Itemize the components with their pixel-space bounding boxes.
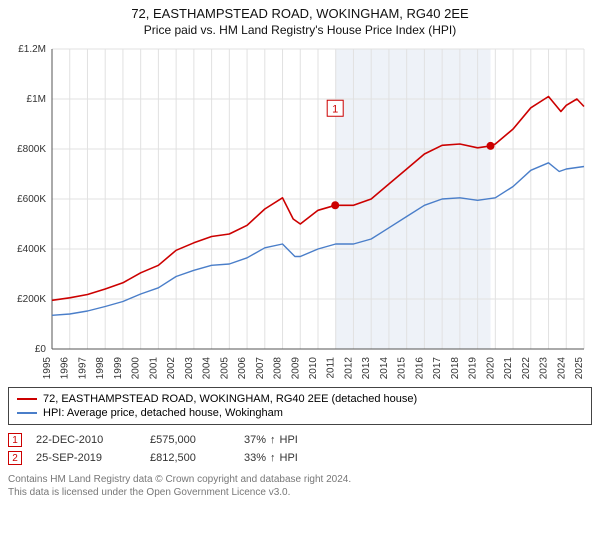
- y-tick-label: £1M: [27, 94, 46, 105]
- x-tick-label: 2016: [414, 357, 425, 380]
- sale-price: £812,500: [150, 452, 230, 464]
- x-tick-label: 2021: [503, 357, 514, 380]
- x-tick-label: 1998: [95, 357, 106, 380]
- x-tick-label: 2008: [273, 357, 284, 380]
- legend-label: 72, EASTHAMPSTEAD ROAD, WOKINGHAM, RG40 …: [43, 393, 417, 405]
- footer-line-2: This data is licensed under the Open Gov…: [8, 486, 592, 499]
- x-tick-label: 2022: [521, 357, 532, 380]
- x-tick-label: 2011: [326, 357, 337, 379]
- x-tick-label: 2015: [397, 357, 408, 380]
- sales-list: 1 22-DEC-2010 £575,000 37% ↑ HPI 2 25-SEP-2019 £…: [8, 431, 592, 467]
- x-tick-label: 2005: [219, 357, 230, 380]
- x-tick-label: 2010: [308, 357, 319, 380]
- arrow-up-icon: ↑: [270, 434, 276, 446]
- chart-svg: £0 £200K £400K £600K £800K £1M £1.2M 1995 1996 19…: [8, 41, 592, 381]
- sale-row: 2 25-SEP-2019 £812,500 33% ↑ HPI: [8, 449, 592, 467]
- sale-dot: [331, 201, 339, 209]
- x-tick-label: 2001: [148, 357, 159, 380]
- x-tick-label: 2014: [379, 357, 390, 380]
- sale-row: 1 22-DEC-2010 £575,000 37% ↑ HPI: [8, 431, 592, 449]
- sale-dot: [487, 142, 495, 150]
- x-tick-label: 1995: [42, 357, 53, 380]
- page-title: 72, EASTHAMPSTEAD ROAD, WOKINGHAM, RG40 …: [8, 6, 592, 21]
- svg-text:1: 1: [332, 103, 338, 115]
- page-subtitle: Price paid vs. HM Land Registry's House …: [8, 23, 592, 37]
- sale-callout: 1: [327, 100, 343, 116]
- x-tick-label: 2012: [343, 357, 354, 380]
- legend-label: HPI: Average price, detached house, Woki…: [43, 407, 283, 419]
- x-tick-label: 2003: [184, 357, 195, 380]
- legend-swatch: [17, 412, 37, 414]
- x-tick-label: 2019: [468, 357, 479, 380]
- x-tick-label: 2004: [202, 357, 213, 380]
- x-tick-label: 2000: [131, 357, 142, 380]
- legend: 72, EASTHAMPSTEAD ROAD, WOKINGHAM, RG40 …: [8, 387, 592, 425]
- sale-marker: 2: [8, 451, 22, 465]
- x-tick-label: 2018: [450, 357, 461, 380]
- sale-date: 25-SEP-2019: [36, 452, 136, 464]
- sale-hpi: 37% ↑ HPI: [244, 434, 298, 446]
- x-tick-label: 2017: [432, 357, 443, 380]
- arrow-up-icon: ↑: [270, 452, 276, 464]
- legend-swatch: [17, 398, 37, 400]
- y-tick-label: £400K: [17, 244, 46, 255]
- x-tick-label: 2002: [166, 357, 177, 380]
- price-chart: £0 £200K £400K £600K £800K £1M £1.2M 1995 1996 19…: [8, 41, 592, 381]
- sale-hpi-suffix: HPI: [280, 452, 298, 464]
- y-tick-label: £600K: [17, 194, 46, 205]
- sale-pct: 37%: [244, 434, 266, 446]
- x-tick-label: 2007: [255, 357, 266, 380]
- x-tick-label: 2020: [485, 357, 496, 380]
- x-tick-label: 2023: [539, 357, 550, 380]
- x-tick-label: 2013: [361, 357, 372, 380]
- sale-hpi: 33% ↑ HPI: [244, 452, 298, 464]
- legend-row: 72, EASTHAMPSTEAD ROAD, WOKINGHAM, RG40 …: [17, 392, 583, 406]
- y-tick-label: £1.2M: [18, 44, 46, 55]
- footer-line-1: Contains HM Land Registry data © Crown c…: [8, 473, 592, 486]
- x-tick-label: 2024: [556, 357, 567, 380]
- x-tick-label: 2006: [237, 357, 248, 380]
- sale-hpi-suffix: HPI: [280, 434, 298, 446]
- legend-row: HPI: Average price, detached house, Woki…: [17, 406, 583, 420]
- sale-date: 22-DEC-2010: [36, 434, 136, 446]
- y-tick-label: £200K: [17, 294, 46, 305]
- sale-pct: 33%: [244, 452, 266, 464]
- sale-marker: 1: [8, 433, 22, 447]
- x-tick-label: 1996: [60, 357, 71, 380]
- x-tick-label: 2009: [290, 357, 301, 380]
- y-tick-label: £800K: [17, 144, 46, 155]
- x-tick-label: 2025: [574, 357, 585, 380]
- y-tick-label: £0: [35, 344, 47, 355]
- footer-attribution: Contains HM Land Registry data © Crown c…: [8, 473, 592, 499]
- x-tick-label: 1997: [77, 357, 88, 380]
- x-tick-label: 1999: [113, 357, 124, 380]
- sale-price: £575,000: [150, 434, 230, 446]
